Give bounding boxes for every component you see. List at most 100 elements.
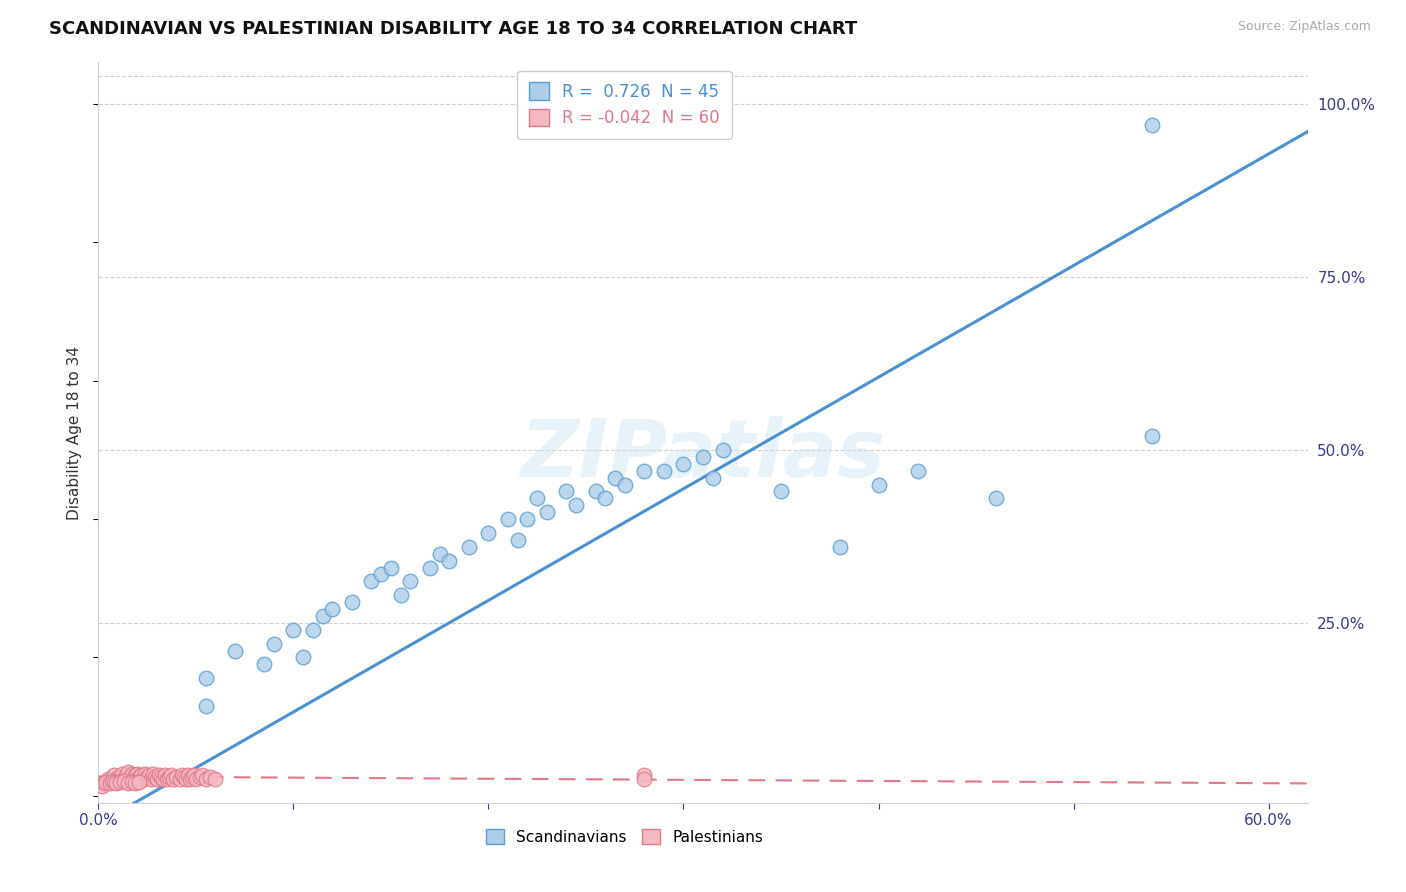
Point — [96, 775, 118, 789]
Point — [114, 768, 136, 782]
Point — [165, 770, 187, 784]
Point — [103, 775, 125, 789]
Point — [184, 772, 207, 786]
Point — [108, 775, 131, 789]
Point — [389, 588, 412, 602]
Point — [302, 623, 325, 637]
Point — [179, 772, 201, 786]
Point — [555, 484, 578, 499]
Point — [370, 567, 392, 582]
Point — [253, 657, 276, 672]
Text: SCANDINAVIAN VS PALESTINIAN DISABILITY AGE 18 TO 34 CORRELATION CHART: SCANDINAVIAN VS PALESTINIAN DISABILITY A… — [49, 20, 858, 37]
Point — [204, 772, 226, 786]
Point — [380, 560, 402, 574]
Point — [93, 776, 115, 790]
Point — [702, 470, 724, 484]
Point — [633, 772, 655, 786]
Point — [633, 464, 655, 478]
Point — [399, 574, 422, 589]
Point — [439, 554, 461, 568]
Point — [124, 768, 146, 782]
Point — [672, 457, 695, 471]
Point — [112, 773, 135, 788]
Point — [157, 770, 180, 784]
Point — [128, 770, 150, 784]
Point — [183, 768, 205, 782]
Point — [633, 768, 655, 782]
Point — [516, 512, 538, 526]
Point — [152, 772, 174, 786]
Point — [868, 477, 890, 491]
Point — [194, 772, 217, 786]
Point — [146, 772, 169, 786]
Point — [117, 764, 139, 779]
Point — [605, 470, 627, 484]
Point — [122, 772, 145, 786]
Point — [194, 698, 217, 713]
Text: Source: ZipAtlas.com: Source: ZipAtlas.com — [1237, 20, 1371, 33]
Point — [143, 770, 166, 784]
Point — [97, 772, 120, 786]
Point — [198, 770, 221, 784]
Point — [194, 671, 217, 685]
Point — [132, 772, 155, 786]
Point — [984, 491, 1007, 506]
Point — [162, 772, 184, 786]
Point — [101, 773, 124, 788]
Legend: Scandinavians, Palestinians: Scandinavians, Palestinians — [479, 822, 769, 851]
Point — [692, 450, 714, 464]
Point — [169, 772, 191, 786]
Point — [127, 766, 149, 780]
Point — [128, 775, 150, 789]
Point — [107, 770, 129, 784]
Point — [104, 776, 127, 790]
Point — [526, 491, 548, 506]
Point — [173, 770, 195, 784]
Point — [419, 560, 441, 574]
Point — [148, 768, 170, 782]
Point — [177, 768, 200, 782]
Point — [172, 768, 194, 782]
Point — [124, 776, 146, 790]
Text: ZIPatlas: ZIPatlas — [520, 416, 886, 494]
Point — [321, 602, 343, 616]
Point — [224, 643, 246, 657]
Point — [138, 768, 160, 782]
Point — [496, 512, 519, 526]
Point — [136, 770, 159, 784]
Point — [1140, 429, 1163, 443]
Point — [153, 768, 176, 782]
Point — [263, 637, 285, 651]
Point — [595, 491, 617, 506]
Point — [614, 477, 637, 491]
Point — [91, 779, 114, 793]
Point — [159, 768, 181, 782]
Point — [149, 770, 172, 784]
Point — [340, 595, 363, 609]
Point — [585, 484, 607, 499]
Point — [142, 766, 165, 780]
Point — [907, 464, 929, 478]
Point — [156, 772, 179, 786]
Point — [429, 547, 451, 561]
Point — [112, 772, 135, 786]
Point — [111, 766, 134, 780]
Point — [565, 498, 588, 512]
Point — [769, 484, 792, 499]
Point — [188, 770, 211, 784]
Point — [652, 464, 675, 478]
Point — [360, 574, 382, 589]
Point — [121, 775, 143, 789]
Point — [711, 442, 734, 457]
Point — [98, 776, 121, 790]
Point — [174, 772, 197, 786]
Point — [506, 533, 529, 547]
Point — [181, 770, 204, 784]
Y-axis label: Disability Age 18 to 34: Disability Age 18 to 34 — [67, 345, 83, 520]
Point — [458, 540, 481, 554]
Point — [134, 766, 156, 780]
Point — [477, 525, 499, 540]
Point — [536, 505, 558, 519]
Point — [828, 540, 851, 554]
Point — [117, 776, 139, 790]
